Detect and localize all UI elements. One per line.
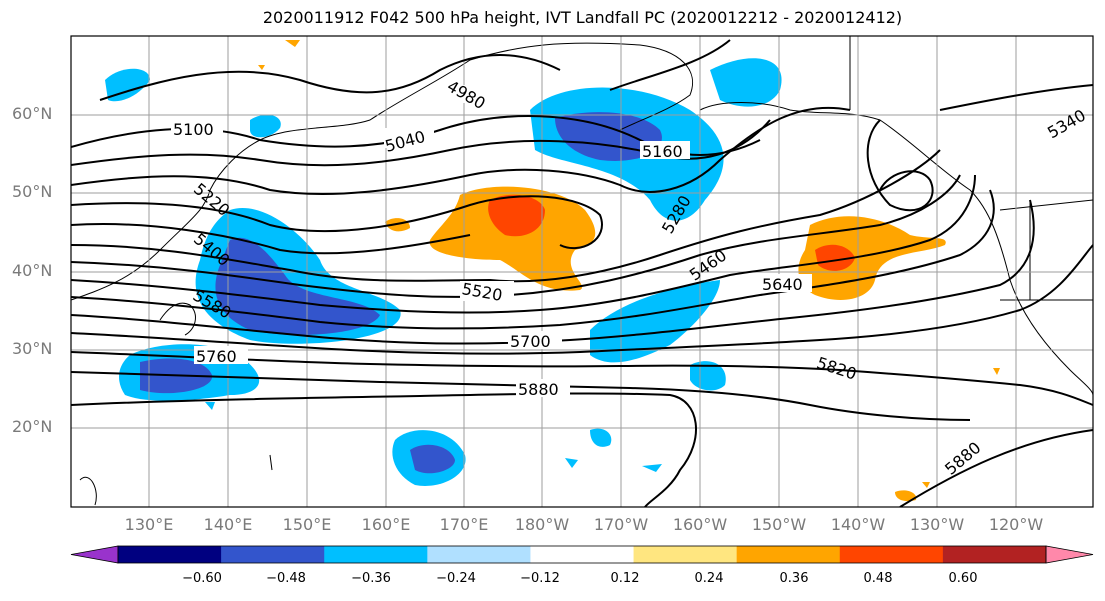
contour-label: 5880 xyxy=(518,380,559,399)
lon-label: 130°W xyxy=(909,515,965,534)
colorbar-segment xyxy=(736,546,841,563)
lat-label: 60°N xyxy=(12,104,53,123)
contour-label: 5700 xyxy=(510,332,551,351)
lat-label: 30°N xyxy=(12,339,53,358)
lat-label: 20°N xyxy=(12,417,53,436)
contour-label: 5100 xyxy=(173,120,214,139)
colorbar-segment xyxy=(530,546,635,563)
colorbar-tick-label: 0.12 xyxy=(610,571,640,586)
lon-label: 160°E xyxy=(361,515,411,534)
contour-label: 5640 xyxy=(762,275,803,294)
colorbar-extend-low xyxy=(70,545,119,564)
colorbar-segment xyxy=(839,546,944,563)
map-title: 2020011912 F042 500 hPa height, IVT Land… xyxy=(262,8,903,27)
colorbar-tick-label: −0.12 xyxy=(520,571,560,586)
colorbar-tick-label: 0.60 xyxy=(948,571,978,586)
colorbar xyxy=(70,545,1094,564)
lon-label: 140°W xyxy=(830,515,886,534)
colorbar-tick-label: −0.60 xyxy=(182,571,222,586)
lon-label: 150°W xyxy=(751,515,807,534)
lon-label: 160°W xyxy=(672,515,728,534)
map-frame xyxy=(70,35,1094,508)
colorbar-segment xyxy=(118,546,222,563)
lat-label: 40°N xyxy=(12,261,53,280)
colorbar-segment xyxy=(633,546,738,563)
lon-label: 170°W xyxy=(593,515,649,534)
colorbar-outline xyxy=(117,545,1047,564)
contour-label: 5760 xyxy=(196,347,237,366)
colorbar-tick-label: 0.48 xyxy=(863,571,893,586)
contour-label: 5160 xyxy=(642,142,683,161)
colorbar-tick-label: −0.48 xyxy=(266,571,306,586)
lon-label: 170°E xyxy=(439,515,489,534)
colorbar-extend-high xyxy=(1045,545,1094,564)
ivt-positive-shading xyxy=(258,40,1000,502)
colorbar-segment xyxy=(324,546,428,563)
colorbar-tick-label: −0.36 xyxy=(351,571,391,586)
colorbar-tick-label: 0.36 xyxy=(779,571,809,586)
colorbar-tick-label: −0.24 xyxy=(436,571,476,586)
colorbar-segment xyxy=(221,546,325,563)
lat-label: 50°N xyxy=(12,182,53,201)
height-contours xyxy=(71,39,1093,507)
lon-label: 180°W xyxy=(514,515,570,534)
colorbar-segment xyxy=(942,546,1047,563)
colorbar-tick-label: 0.24 xyxy=(694,571,724,586)
lon-label: 120°W xyxy=(988,515,1044,534)
colorbar-segment xyxy=(427,546,531,563)
lon-label: 140°E xyxy=(203,515,253,534)
lon-label: 130°E xyxy=(124,515,174,534)
lon-label: 150°E xyxy=(282,515,332,534)
